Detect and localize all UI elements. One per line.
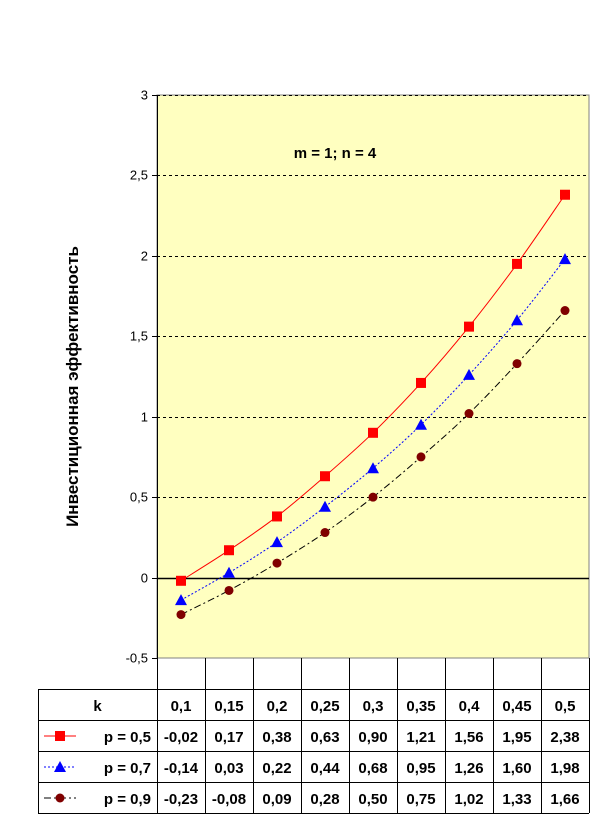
table-header-category: 0,5 — [555, 698, 576, 715]
series-1 — [176, 189, 570, 586]
y-tick-label: 1 — [141, 410, 148, 425]
marker-circle — [224, 585, 234, 595]
marker-triangle — [559, 253, 571, 265]
table-value: -0,23 — [164, 791, 198, 808]
table-value: 1,60 — [502, 760, 531, 777]
table-header-category: 0,25 — [310, 698, 339, 715]
marker-square — [368, 427, 378, 438]
marker-triangle — [319, 500, 331, 512]
table-value: 1,26 — [454, 760, 483, 777]
data-table: k 0,1 0,15 0,2 0,25 0,3 0,35 0,4 0,45 0,5p = 0,5-… — [38, 658, 590, 814]
table-header-category: 0,45 — [502, 698, 531, 715]
marker-circle — [176, 610, 186, 620]
table-header-category: 0,3 — [363, 698, 384, 715]
series-2 — [175, 253, 571, 606]
y-tick-label: 0,5 — [130, 490, 148, 505]
table-value: 0,03 — [214, 760, 243, 777]
marker-square — [416, 377, 426, 388]
y-axis-label: Инвестиционная эффективность — [63, 246, 82, 527]
legend-series-name: p = 0,7 — [104, 760, 151, 777]
table-value: 2,38 — [550, 729, 579, 746]
marker-triangle — [175, 594, 187, 606]
marker-square — [55, 731, 65, 741]
table-value: -0,14 — [164, 760, 199, 777]
table-value: 0,63 — [310, 729, 339, 746]
table-value: 0,75 — [406, 791, 435, 808]
marker-square — [512, 258, 522, 269]
table-value: 0,68 — [358, 760, 387, 777]
marker-square — [320, 471, 330, 482]
gridlines — [157, 95, 589, 580]
table-value: 0,95 — [406, 760, 435, 777]
marker-triangle — [223, 566, 235, 578]
table-value: 1,66 — [550, 791, 579, 808]
series-layer — [175, 189, 571, 620]
y-tick-label: 2 — [141, 249, 148, 264]
y-tick-label: -0,5 — [126, 651, 148, 666]
table-value: 0,50 — [358, 791, 387, 808]
table-header-k: k — [93, 698, 102, 715]
y-axis: -0,5 0 0,5 1 1,5 2 2,5 3 — [126, 88, 158, 666]
table-value: 1,02 — [454, 791, 483, 808]
series-3 — [176, 306, 570, 620]
table-header-category: 0,1 — [171, 698, 192, 715]
table-value: -0,02 — [164, 729, 198, 746]
marker-square — [560, 189, 570, 200]
series-line — [180, 258, 566, 601]
y-tick-label: 3 — [141, 88, 148, 103]
table-value: 0,38 — [262, 729, 291, 746]
marker-triangle — [367, 462, 379, 474]
table-value: 0,44 — [310, 760, 340, 777]
plot-background — [156, 94, 590, 659]
marker-circle — [512, 359, 522, 369]
table-value: 0,28 — [310, 791, 339, 808]
marker-triangle — [463, 368, 475, 380]
marker-circle — [55, 793, 65, 803]
chart-annotation: m = 1; n = 4 — [294, 145, 377, 162]
plot-area — [156, 94, 590, 659]
y-tick-label: 2,5 — [130, 168, 148, 183]
table-value: 0,09 — [262, 791, 291, 808]
table-header-category: 0,15 — [214, 698, 243, 715]
marker-triangle — [271, 536, 283, 548]
marker-square — [176, 575, 186, 586]
marker-circle — [272, 558, 282, 568]
table-value: 1,98 — [550, 760, 579, 777]
table-header-category: 0,35 — [406, 698, 435, 715]
marker-square — [464, 321, 474, 332]
table-value: 0,22 — [262, 760, 291, 777]
table-value: 0,90 — [358, 729, 387, 746]
marker-circle — [416, 452, 426, 462]
y-tick-label: 1,5 — [130, 329, 148, 344]
marker-circle — [560, 306, 570, 316]
table-value: -0,08 — [212, 791, 246, 808]
marker-triangle — [54, 761, 66, 772]
marker-circle — [320, 528, 330, 538]
legend-series-name: p = 0,5 — [104, 729, 151, 746]
table-header-category: 0,2 — [267, 698, 288, 715]
marker-triangle — [415, 418, 427, 430]
table-value: 1,33 — [502, 791, 531, 808]
series-line — [180, 194, 566, 582]
marker-circle — [368, 492, 378, 502]
marker-square — [224, 545, 234, 556]
table-header-category: 0,4 — [459, 698, 481, 715]
table-value: 0,17 — [214, 729, 243, 746]
table-value: 1,56 — [454, 729, 483, 746]
marker-circle — [464, 408, 474, 418]
legend-series-name: p = 0,9 — [104, 791, 151, 808]
marker-triangle — [511, 314, 523, 326]
table-value: 1,95 — [502, 729, 531, 746]
table-value: 1,21 — [406, 729, 435, 746]
marker-square — [272, 511, 282, 522]
y-tick-label: 0 — [141, 571, 148, 586]
